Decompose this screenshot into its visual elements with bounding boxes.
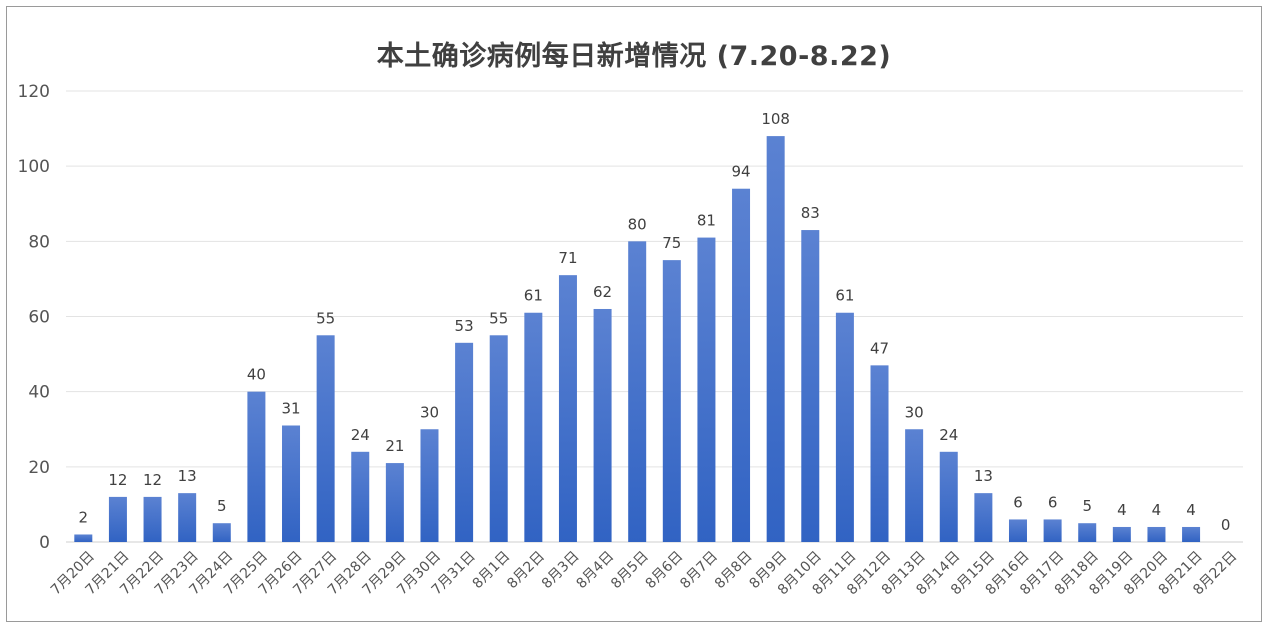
bar-8月8日 [732,188,751,542]
bar-7月26日 [282,425,301,542]
bar-8月12日 [870,365,889,542]
bar-8月15日 [974,493,993,542]
bar-8月18日 [1078,523,1097,542]
bar-8月6日 [662,260,681,542]
y-axis-ticks: 0 20 40 60 80 100 120 [18,82,50,553]
data-label: 40 [247,366,266,384]
x-tick-label: 8月6日 [643,548,687,592]
data-label: 21 [385,437,404,455]
data-label: 80 [628,215,647,233]
x-tick-label: 8月8日 [712,548,756,592]
data-label: 4 [1152,501,1162,519]
data-label: 4 [1186,501,1196,519]
data-label: 13 [178,467,197,485]
bar-7月22日 [143,496,162,542]
data-label: 94 [731,163,750,181]
bar-7月30日 [420,429,439,542]
data-label: 83 [801,204,820,222]
y-tick-label: 40 [28,383,50,403]
bar-8月13日 [905,429,924,542]
gridlines [66,90,1243,543]
data-label: 12 [143,471,162,489]
data-label: 5 [217,497,227,515]
data-label: 61 [524,287,543,305]
data-label: 71 [558,249,577,267]
y-tick-label: 20 [28,458,50,478]
data-label: 75 [662,234,681,252]
data-label: 55 [316,309,335,327]
bar-7月21日 [108,496,127,542]
data-label: 5 [1082,497,1092,515]
bar-8月1日 [489,335,508,542]
bar-7月25日 [247,391,266,542]
y-tick-label: 100 [18,157,50,177]
bar-8月5日 [628,241,647,543]
bar-8月2日 [524,312,543,542]
bar-8月16日 [1008,519,1027,542]
bar-7月31日 [455,342,474,542]
data-label: 13 [974,467,993,485]
y-tick-label: 60 [28,308,50,328]
bar-8月21日 [1182,526,1201,542]
bar-7月20日 [74,534,93,542]
x-tick-label: 8月7日 [677,548,721,592]
data-label: 24 [939,426,958,444]
bar-8月3日 [558,275,577,542]
bar-7月27日 [316,335,335,542]
bar-7月23日 [178,493,197,542]
data-label: 12 [108,471,127,489]
bar-7月29日 [385,463,404,542]
bar-7月24日 [212,523,231,542]
x-tick-label: 8月1日 [470,548,514,592]
data-label: 0 [1221,516,1231,534]
data-label: 31 [281,399,300,417]
bar-8月9日 [766,136,785,542]
data-label: 47 [870,339,889,357]
x-tick-label: 8月5日 [608,548,652,592]
y-tick-label: 0 [39,533,50,553]
bar-8月10日 [801,230,820,542]
data-label: 62 [593,283,612,301]
bars [74,136,1201,543]
x-tick-label: 8月4日 [573,548,617,592]
data-label: 4 [1117,501,1127,519]
bar-8月7日 [697,237,716,542]
x-axis-ticks: 7月20日7月21日7月22日7月23日7月24日7月25日7月26日7月27日… [48,548,1240,598]
data-label: 61 [835,287,854,305]
bar-8月4日 [593,308,612,542]
bar-8月20日 [1147,526,1166,542]
data-label: 24 [351,426,370,444]
data-label: 6 [1048,493,1058,511]
chart-title: 本土确诊病例每日新增情况 (7.20-8.22) [376,41,892,72]
bar-8月17日 [1043,519,1062,542]
data-label: 53 [455,317,474,335]
data-label: 6 [1013,493,1023,511]
bar-8月19日 [1112,526,1131,542]
data-label: 108 [761,110,790,128]
bar-8月14日 [939,451,958,542]
x-tick-label: 8月3日 [539,548,583,592]
data-label: 2 [79,508,89,526]
bar-7月28日 [351,451,370,542]
data-label: 30 [905,403,924,421]
y-tick-label: 80 [28,232,50,252]
data-label: 55 [489,309,508,327]
data-label: 81 [697,212,716,230]
data-label: 30 [420,403,439,421]
x-tick-label: 8月2日 [504,548,548,592]
bar-8月11日 [835,312,854,542]
y-tick-label: 120 [18,82,50,102]
